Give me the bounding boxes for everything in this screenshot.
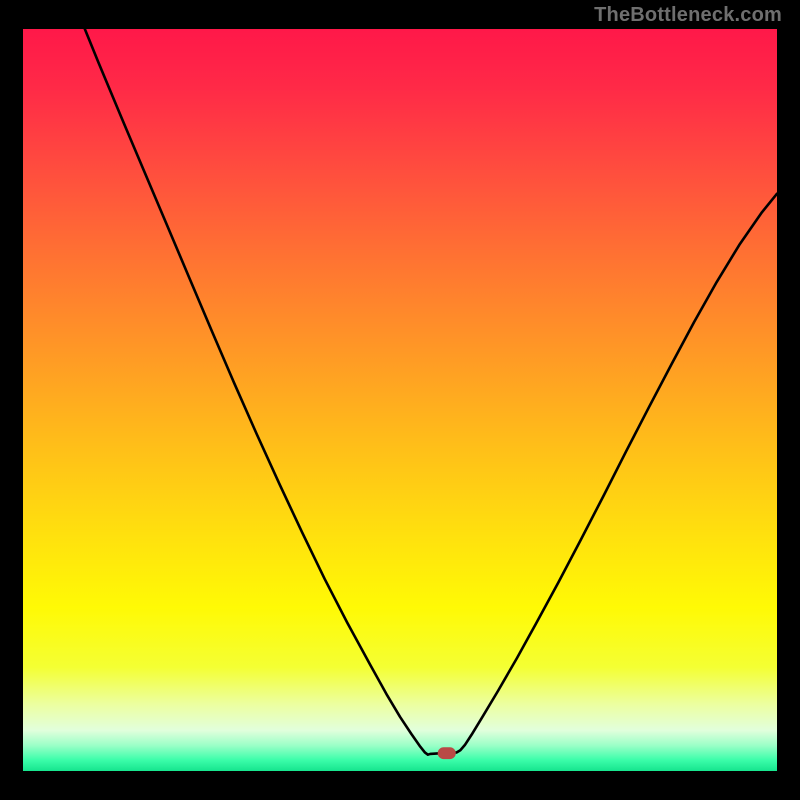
plot-area [23,29,777,771]
bottleneck-chart [23,29,777,771]
curve-marker [438,747,456,759]
watermark-text: TheBottleneck.com [594,4,782,27]
gradient-background [23,29,777,771]
figure-container: TheBottleneck.com [0,0,800,800]
